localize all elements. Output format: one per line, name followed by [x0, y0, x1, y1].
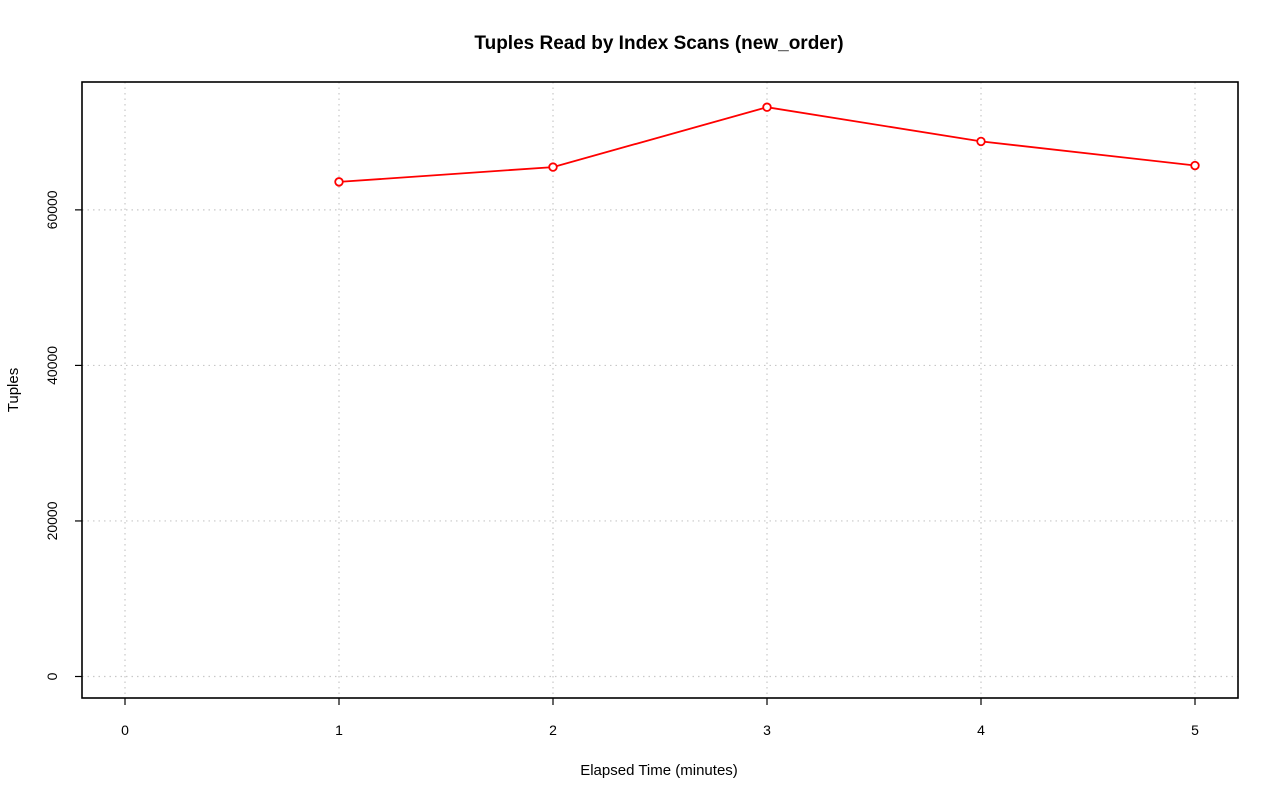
- x-tick-label: 0: [121, 722, 129, 738]
- x-tick-label: 5: [1191, 722, 1199, 738]
- x-tick-label: 4: [977, 722, 985, 738]
- y-tick-label: 0: [44, 672, 60, 680]
- y-axis: 0 20000 40000 60000: [44, 190, 82, 680]
- x-tick-label: 1: [335, 722, 343, 738]
- x-tick-label: 2: [549, 722, 557, 738]
- data-point: [976, 136, 986, 147]
- series-layer: [334, 102, 1200, 187]
- grid-layer: [82, 82, 1238, 698]
- data-point: [1190, 160, 1200, 171]
- chart-title: Tuples Read by Index Scans (new_order): [474, 33, 843, 54]
- y-tick-label: 20000: [44, 501, 60, 540]
- y-tick-label: 60000: [44, 190, 60, 229]
- data-point: [334, 177, 344, 187]
- y-tick-label: 40000: [44, 346, 60, 385]
- x-axis: 0 1 2 3 4 5: [121, 698, 1199, 738]
- plot-frame: [81, 81, 1239, 699]
- x-tick-label: 3: [763, 722, 771, 738]
- data-point: [762, 102, 772, 112]
- y-axis-label: Tuples: [5, 368, 22, 412]
- x-axis-label: Elapsed Time (minutes): [580, 762, 738, 779]
- data-point: [548, 162, 558, 172]
